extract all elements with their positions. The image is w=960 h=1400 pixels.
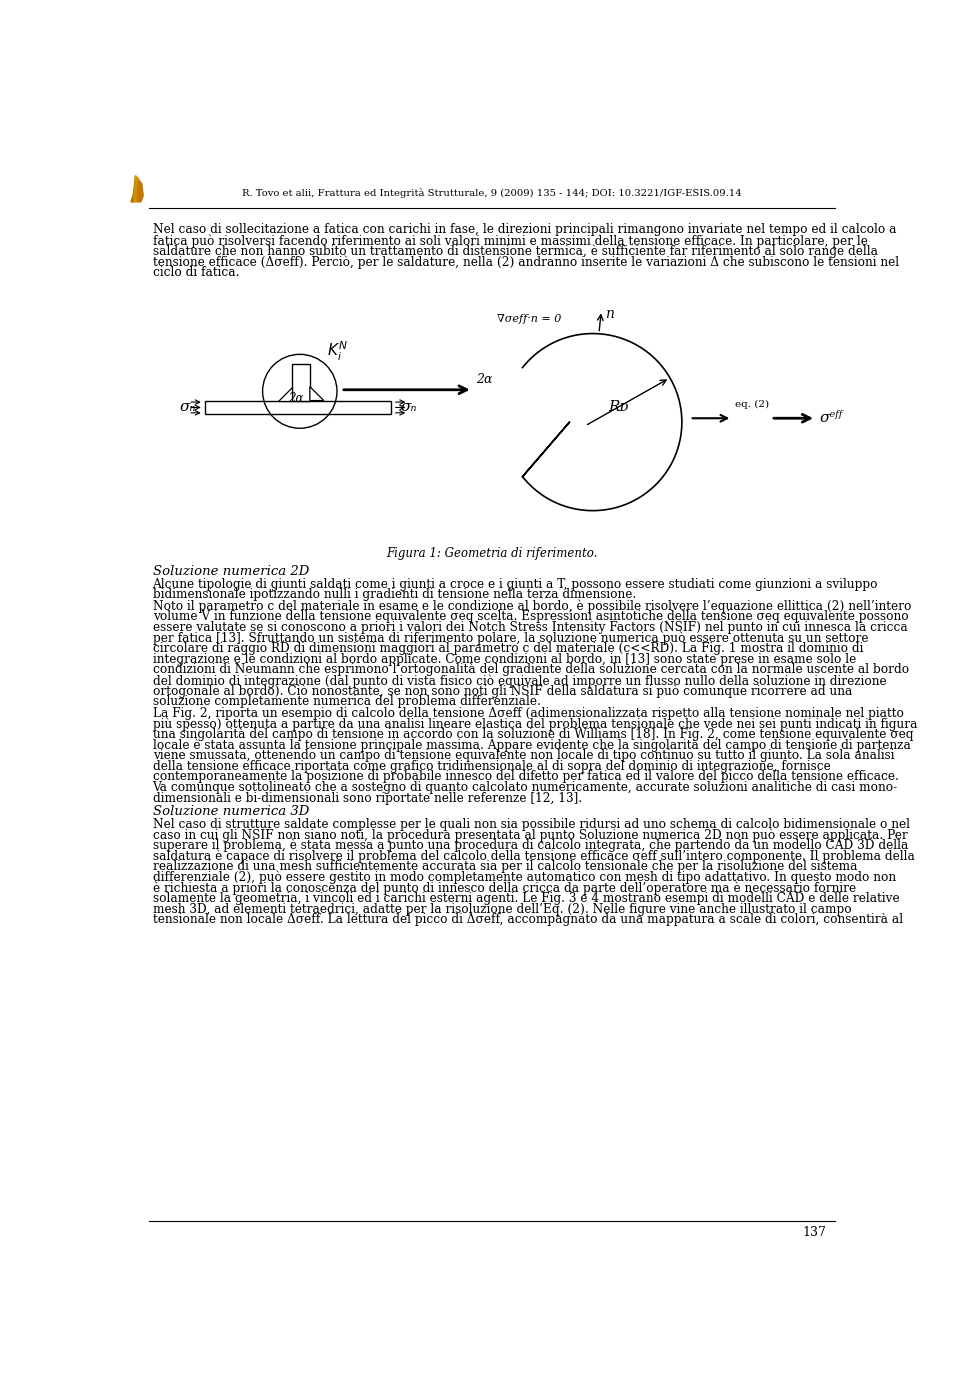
Text: 137: 137 [803, 1226, 827, 1239]
Text: del dominio di integrazione (dal punto di vista fisico ciò equivale ad imporre u: del dominio di integrazione (dal punto d… [153, 673, 886, 687]
Text: essere valutate se si conoscono a priori i valori dei Notch Stress Intensity Fac: essere valutate se si conoscono a priori… [153, 622, 907, 634]
Text: Noto il parametro c del materiale in esame e le condizione al bordo, è possibile: Noto il parametro c del materiale in esa… [153, 599, 911, 613]
Text: soluzione completamente numerica del problema differenziale.: soluzione completamente numerica del pro… [153, 696, 540, 708]
Text: σₙ: σₙ [180, 400, 196, 414]
Polygon shape [205, 400, 392, 414]
Text: mesh 3D, ad elementi tetraedrici, adatte per la risoluzione dell’Eq. (2). Nelle : mesh 3D, ad elementi tetraedrici, adatte… [153, 903, 852, 916]
Text: superare il problema, è stata messa a punto una procedura di calcolo integrata, : superare il problema, è stata messa a pu… [153, 839, 908, 853]
Text: Nel caso di strutture saldate complesse per le quali non sia possibile ridursi a: Nel caso di strutture saldate complesse … [153, 818, 909, 830]
Polygon shape [310, 386, 324, 400]
Text: dimensionali e bi-dimensionali sono riportate nelle referenze [12, 13].: dimensionali e bi-dimensionali sono ripo… [153, 791, 582, 805]
Text: ortogonale al bordo). Ciò nonostante, se non sono noti gli NSIF della saldatura : ortogonale al bordo). Ciò nonostante, se… [153, 685, 852, 699]
Polygon shape [131, 176, 138, 202]
Text: σᵉᶠᶠ: σᵉᶠᶠ [820, 412, 843, 426]
Text: saldature che non hanno subito un trattamento di distensione termica, è sufficie: saldature che non hanno subito un tratta… [153, 245, 877, 258]
Text: contemporaneamente la posizione di probabile innesco del difetto per fatica ed i: contemporaneamente la posizione di proba… [153, 770, 899, 784]
Text: una singolarità del campo di tensione in accordo con la soluzione di Williams [1: una singolarità del campo di tensione in… [153, 728, 913, 741]
Text: Soluzione numerica 3D: Soluzione numerica 3D [153, 805, 309, 818]
Text: bidimensionale ipotizzando nulli i gradienti di tensione nella terza dimensione.: bidimensionale ipotizzando nulli i gradi… [153, 588, 636, 601]
Text: ciclo di fatica.: ciclo di fatica. [153, 266, 239, 279]
Text: 2α: 2α [288, 392, 303, 406]
Text: σₙ: σₙ [400, 400, 417, 414]
Text: solamente la geometria, i vincoli ed i carichi esterni agenti. Le Fig. 3 e 4 mos: solamente la geometria, i vincoli ed i c… [153, 892, 900, 906]
Text: 2α: 2α [476, 372, 493, 386]
Text: n: n [605, 307, 614, 321]
Text: della tensione efficace riportata come grafico tridimensionale al di sopra del d: della tensione efficace riportata come g… [153, 760, 830, 773]
Text: circolare di raggio RD di dimensioni maggiori al parametro c del materiale (c<<R: circolare di raggio RD di dimensioni mag… [153, 643, 863, 655]
Text: eq. (2): eq. (2) [735, 400, 770, 409]
Polygon shape [134, 176, 141, 202]
Text: volume V in funzione della tensione equivalente σeq scelta. Espressioni asintoti: volume V in funzione della tensione equi… [153, 610, 908, 623]
Text: realizzazione di una mesh sufficientemente accurata sia per il calcolo tensional: realizzazione di una mesh sufficientemen… [153, 860, 857, 874]
Polygon shape [278, 386, 292, 400]
Text: La Fig. 2, riporta un esempio di calcolo della tensione Δσeff (adimensionalizzat: La Fig. 2, riporta un esempio di calcolo… [153, 707, 903, 720]
Text: Figura 1: Geometria di riferimento.: Figura 1: Geometria di riferimento. [386, 547, 598, 560]
Text: differenziale (2), può essere gestito in modo completamente automatico con mesh : differenziale (2), può essere gestito in… [153, 871, 896, 885]
Text: fatica può risolversi facendo riferimento ai soli valori minimi e massimi della : fatica può risolversi facendo riferiment… [153, 234, 868, 248]
Text: viene smussata, ottenendo un campo di tensione equivalente non locale di tipo co: viene smussata, ottenendo un campo di te… [153, 749, 894, 762]
Text: per fatica [13]. Sfruttando un sistema di riferimento polare, la soluzione numer: per fatica [13]. Sfruttando un sistema d… [153, 631, 868, 645]
Text: Nel caso di sollecitazione a fatica con carichi in fase, le direzioni principali: Nel caso di sollecitazione a fatica con … [153, 224, 896, 237]
Polygon shape [137, 181, 143, 202]
Polygon shape [292, 364, 310, 400]
Text: saldatura è capace di risolvere il problema del calcolo della tensione efficace : saldatura è capace di risolvere il probl… [153, 850, 915, 864]
Text: ∇σeff·n = 0: ∇σeff·n = 0 [497, 315, 562, 325]
Text: tensionale non locale Δσeff. La lettura del picco di Δσeff, accompagnato da una : tensionale non locale Δσeff. La lettura … [153, 913, 902, 927]
Text: condizioni di Neumann che esprimono l’ortogonalità del gradiente della soluzione: condizioni di Neumann che esprimono l’or… [153, 664, 909, 676]
Text: caso in cui gli NSIF non siano noti, la procedura presentata al punto Soluzione : caso in cui gli NSIF non siano noti, la … [153, 829, 907, 841]
Text: R. Tovo et alii, Frattura ed Integrità Strutturale, 9 (2009) 135 - 144; DOI: 10.: R. Tovo et alii, Frattura ed Integrità S… [242, 189, 742, 199]
Text: integrazione e le condizioni al bordo applicate. Come condizioni al bordo, in [1: integrazione e le condizioni al bordo ap… [153, 652, 855, 666]
Text: è richiesta a priori la conoscenza del punto di innesco della cricca da parte de: è richiesta a priori la conoscenza del p… [153, 882, 855, 895]
Text: tensione efficace (Δσeff). Perciò, per le saldature, nella (2) andranno inserite: tensione efficace (Δσeff). Perciò, per l… [153, 255, 899, 269]
Text: più spesso) ottenuta a partire da una analisi lineare elastica del problema tens: più spesso) ottenuta a partire da una an… [153, 717, 917, 731]
Text: Rᴅ: Rᴅ [609, 400, 629, 414]
Text: Soluzione numerica 2D: Soluzione numerica 2D [153, 564, 309, 578]
Text: locale è stata assunta la tensione principale massima. Appare evidente che la si: locale è stata assunta la tensione princ… [153, 739, 910, 752]
Text: Va comunque sottolineato che a sostegno di quanto calcolato numericamente, accur: Va comunque sottolineato che a sostegno … [153, 781, 898, 794]
Text: $K_i^N$: $K_i^N$ [327, 340, 348, 363]
Text: Alcune tipologie di giunti saldati come i giunti a croce e i giunti a T, possono: Alcune tipologie di giunti saldati come … [153, 578, 878, 591]
